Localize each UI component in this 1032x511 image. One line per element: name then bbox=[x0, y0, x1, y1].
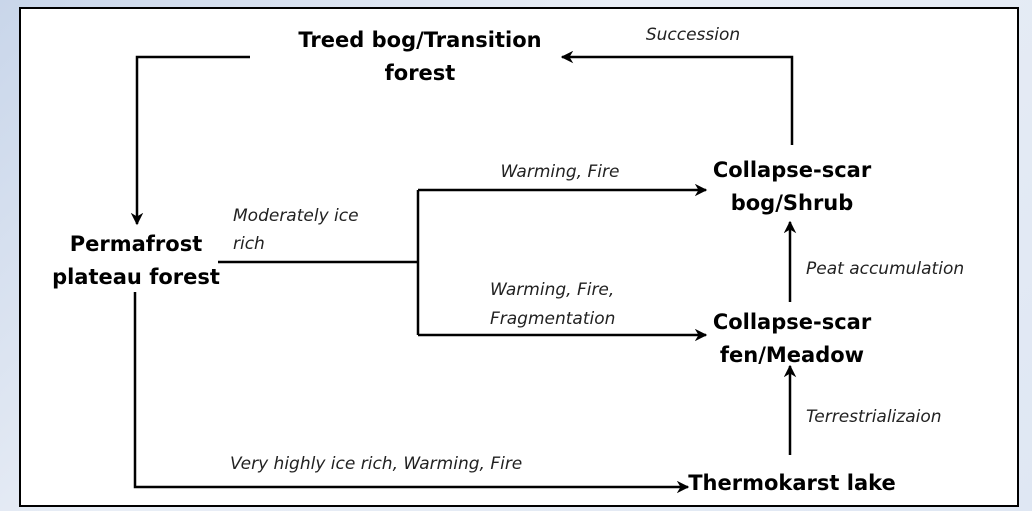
frame bbox=[19, 7, 1019, 507]
edge-label: Succession bbox=[646, 25, 740, 45]
node-label: Thermokarst lake bbox=[688, 471, 896, 495]
node-label: fen/Meadow bbox=[720, 343, 864, 367]
node-label: plateau forest bbox=[52, 265, 220, 289]
arrow bbox=[130, 55, 250, 226]
node-label: Permafrost bbox=[70, 232, 203, 256]
node-label: Treed bog/Transition bbox=[298, 28, 541, 52]
node-label: Collapse-scar bbox=[713, 158, 872, 182]
edge-label: Peat accumulation bbox=[806, 259, 964, 279]
node-label: forest bbox=[385, 61, 456, 85]
edge-label: Terrestrializaion bbox=[806, 407, 942, 427]
edge-label: Warming, Fire bbox=[501, 162, 620, 182]
edge-label: Very highly ice rich, Warming, Fire bbox=[230, 454, 522, 474]
arrow bbox=[560, 50, 794, 145]
node-label: bog/Shrub bbox=[731, 191, 854, 215]
edge-label: rich bbox=[233, 234, 265, 254]
edge-label: Fragmentation bbox=[490, 309, 615, 329]
edge-label: Warming, Fire, bbox=[490, 280, 614, 300]
arrow bbox=[133, 292, 690, 494]
edge-label: Moderately ice bbox=[233, 206, 359, 226]
node-label: Collapse-scar bbox=[713, 310, 872, 334]
